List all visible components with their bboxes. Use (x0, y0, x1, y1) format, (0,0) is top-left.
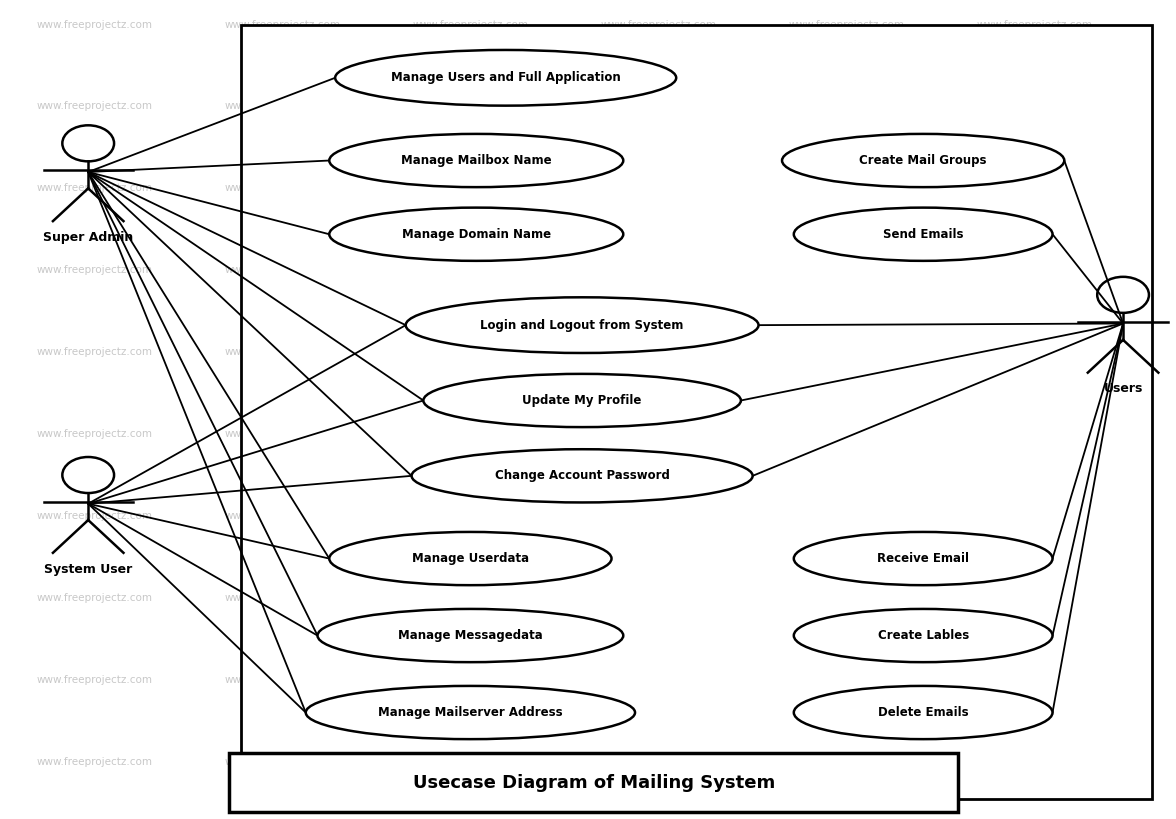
Text: Create Mail Groups: Create Mail Groups (860, 154, 987, 167)
Text: www.freeprojectz.com: www.freeprojectz.com (601, 20, 716, 29)
Text: www.freeprojectz.com: www.freeprojectz.com (977, 511, 1093, 521)
Text: www.freeprojectz.com: www.freeprojectz.com (36, 183, 152, 193)
Ellipse shape (794, 532, 1053, 585)
Text: www.freeprojectz.com: www.freeprojectz.com (36, 429, 152, 439)
Text: www.freeprojectz.com: www.freeprojectz.com (789, 757, 904, 767)
Text: www.freeprojectz.com: www.freeprojectz.com (36, 593, 152, 603)
Text: www.freeprojectz.com: www.freeprojectz.com (789, 183, 904, 193)
Text: www.freeprojectz.com: www.freeprojectz.com (977, 102, 1093, 111)
Text: www.freeprojectz.com: www.freeprojectz.com (789, 347, 904, 357)
Text: www.freeprojectz.com: www.freeprojectz.com (36, 102, 152, 111)
Text: www.freeprojectz.com: www.freeprojectz.com (601, 102, 716, 111)
Text: www.freeprojectz.com: www.freeprojectz.com (977, 347, 1093, 357)
Text: www.freeprojectz.com: www.freeprojectz.com (413, 20, 528, 29)
Text: www.freeprojectz.com: www.freeprojectz.com (413, 511, 528, 521)
Text: www.freeprojectz.com: www.freeprojectz.com (36, 20, 152, 29)
Text: Manage Messagedata: Manage Messagedata (397, 629, 543, 642)
Text: www.freeprojectz.com: www.freeprojectz.com (225, 593, 340, 603)
Text: www.freeprojectz.com: www.freeprojectz.com (601, 265, 716, 275)
Text: Login and Logout from System: Login and Logout from System (481, 319, 683, 332)
Text: Create Lables: Create Lables (877, 629, 969, 642)
Text: www.freeprojectz.com: www.freeprojectz.com (601, 183, 716, 193)
Text: Manage Domain Name: Manage Domain Name (402, 228, 550, 241)
Text: Change Account Password: Change Account Password (495, 469, 669, 482)
Text: www.freeprojectz.com: www.freeprojectz.com (789, 102, 904, 111)
Text: www.freeprojectz.com: www.freeprojectz.com (36, 511, 152, 521)
Ellipse shape (406, 297, 759, 353)
Text: Manage Userdata: Manage Userdata (412, 552, 529, 565)
Text: www.freeprojectz.com: www.freeprojectz.com (36, 757, 152, 767)
Text: Update My Profile: Update My Profile (522, 394, 642, 407)
Text: www.freeprojectz.com: www.freeprojectz.com (789, 675, 904, 685)
Text: www.freeprojectz.com: www.freeprojectz.com (977, 20, 1093, 29)
Text: www.freeprojectz.com: www.freeprojectz.com (977, 675, 1093, 685)
Text: www.freeprojectz.com: www.freeprojectz.com (413, 102, 528, 111)
Text: Manage Mailserver Address: Manage Mailserver Address (379, 706, 562, 719)
Text: www.freeprojectz.com: www.freeprojectz.com (601, 757, 716, 767)
Ellipse shape (306, 686, 635, 739)
Text: Manage Users and Full Application: Manage Users and Full Application (390, 71, 621, 84)
Ellipse shape (794, 208, 1053, 260)
Text: Delete Emails: Delete Emails (877, 706, 969, 719)
Text: www.freeprojectz.com: www.freeprojectz.com (225, 347, 340, 357)
Text: www.freeprojectz.com: www.freeprojectz.com (977, 593, 1093, 603)
Text: www.freeprojectz.com: www.freeprojectz.com (977, 183, 1093, 193)
Text: www.freeprojectz.com: www.freeprojectz.com (601, 429, 716, 439)
Text: www.freeprojectz.com: www.freeprojectz.com (601, 347, 716, 357)
FancyBboxPatch shape (229, 753, 958, 812)
Text: www.freeprojectz.com: www.freeprojectz.com (413, 347, 528, 357)
Text: www.freeprojectz.com: www.freeprojectz.com (225, 757, 340, 767)
Text: www.freeprojectz.com: www.freeprojectz.com (413, 757, 528, 767)
Text: www.freeprojectz.com: www.freeprojectz.com (225, 429, 340, 439)
Text: www.freeprojectz.com: www.freeprojectz.com (789, 429, 904, 439)
Text: www.freeprojectz.com: www.freeprojectz.com (225, 183, 340, 193)
Text: www.freeprojectz.com: www.freeprojectz.com (413, 265, 528, 275)
Text: Users: Users (1103, 382, 1143, 396)
Text: www.freeprojectz.com: www.freeprojectz.com (413, 183, 528, 193)
FancyBboxPatch shape (241, 25, 1152, 799)
Text: www.freeprojectz.com: www.freeprojectz.com (36, 675, 152, 685)
Text: Send Emails: Send Emails (883, 228, 963, 241)
Ellipse shape (423, 373, 741, 428)
Text: www.freeprojectz.com: www.freeprojectz.com (977, 265, 1093, 275)
Text: www.freeprojectz.com: www.freeprojectz.com (225, 20, 340, 29)
Text: www.freeprojectz.com: www.freeprojectz.com (977, 429, 1093, 439)
Text: Manage Mailbox Name: Manage Mailbox Name (401, 154, 552, 167)
Text: Super Admin: Super Admin (44, 231, 133, 244)
Text: www.freeprojectz.com: www.freeprojectz.com (413, 593, 528, 603)
Text: www.freeprojectz.com: www.freeprojectz.com (413, 429, 528, 439)
Text: www.freeprojectz.com: www.freeprojectz.com (36, 347, 152, 357)
Ellipse shape (794, 686, 1053, 739)
Text: www.freeprojectz.com: www.freeprojectz.com (789, 511, 904, 521)
Text: System User: System User (44, 563, 133, 576)
Text: www.freeprojectz.com: www.freeprojectz.com (601, 593, 716, 603)
Text: www.freeprojectz.com: www.freeprojectz.com (225, 102, 340, 111)
Ellipse shape (794, 609, 1053, 662)
Text: www.freeprojectz.com: www.freeprojectz.com (601, 511, 716, 521)
Text: www.freeprojectz.com: www.freeprojectz.com (789, 20, 904, 29)
Ellipse shape (318, 609, 623, 662)
Text: www.freeprojectz.com: www.freeprojectz.com (225, 675, 340, 685)
Text: www.freeprojectz.com: www.freeprojectz.com (789, 593, 904, 603)
Ellipse shape (329, 134, 623, 187)
Text: www.freeprojectz.com: www.freeprojectz.com (36, 265, 152, 275)
Text: Receive Email: Receive Email (877, 552, 969, 565)
Ellipse shape (782, 134, 1064, 187)
Text: www.freeprojectz.com: www.freeprojectz.com (977, 757, 1093, 767)
Text: www.freeprojectz.com: www.freeprojectz.com (413, 675, 528, 685)
Text: www.freeprojectz.com: www.freeprojectz.com (225, 511, 340, 521)
Text: www.freeprojectz.com: www.freeprojectz.com (601, 675, 716, 685)
Text: www.freeprojectz.com: www.freeprojectz.com (789, 265, 904, 275)
Ellipse shape (335, 50, 676, 106)
Ellipse shape (329, 532, 612, 585)
Text: Usecase Diagram of Mailing System: Usecase Diagram of Mailing System (413, 774, 775, 792)
Ellipse shape (329, 208, 623, 260)
Ellipse shape (412, 449, 753, 502)
Text: www.freeprojectz.com: www.freeprojectz.com (225, 265, 340, 275)
